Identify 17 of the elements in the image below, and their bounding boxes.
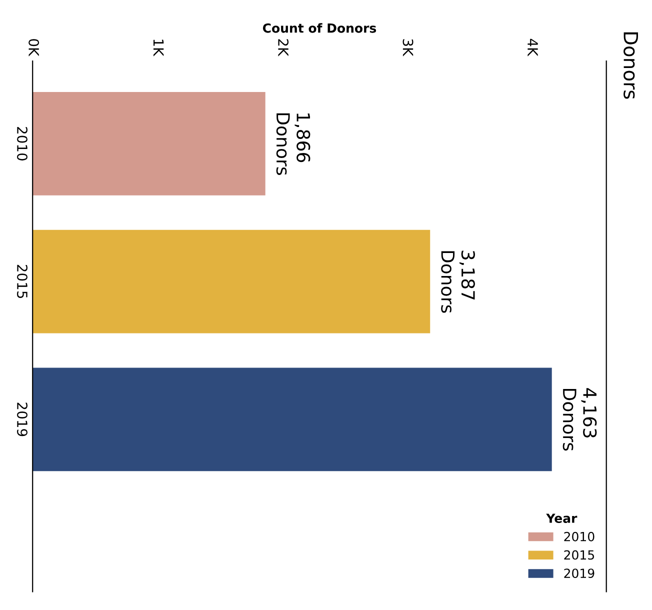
- y-tick-label: 2019: [16, 402, 28, 436]
- x-axis-title: Count of Donors: [262, 23, 376, 33]
- x-tick-label: 2K: [278, 39, 289, 56]
- x-tick-label: 4K: [528, 38, 538, 56]
- data-label: 1,866 Donors: [276, 113, 310, 175]
- x-tick-label: 0K: [28, 39, 40, 56]
- legend-label: 2019: [564, 568, 594, 578]
- chart-title: Donors: [624, 32, 638, 99]
- y-tick-label: 2015: [16, 264, 28, 298]
- data-label: 4,163 Donors: [562, 388, 597, 451]
- legend-title: Year: [546, 514, 578, 523]
- data-label: 3,187 Donors: [441, 250, 475, 313]
- x-tick-label: 3K: [402, 39, 414, 56]
- y-tick-label: 2010: [16, 127, 28, 160]
- x-tick-label: 1K: [154, 40, 164, 56]
- legend-label: 2015: [564, 550, 594, 560]
- legend-label: 2010: [564, 532, 594, 542]
